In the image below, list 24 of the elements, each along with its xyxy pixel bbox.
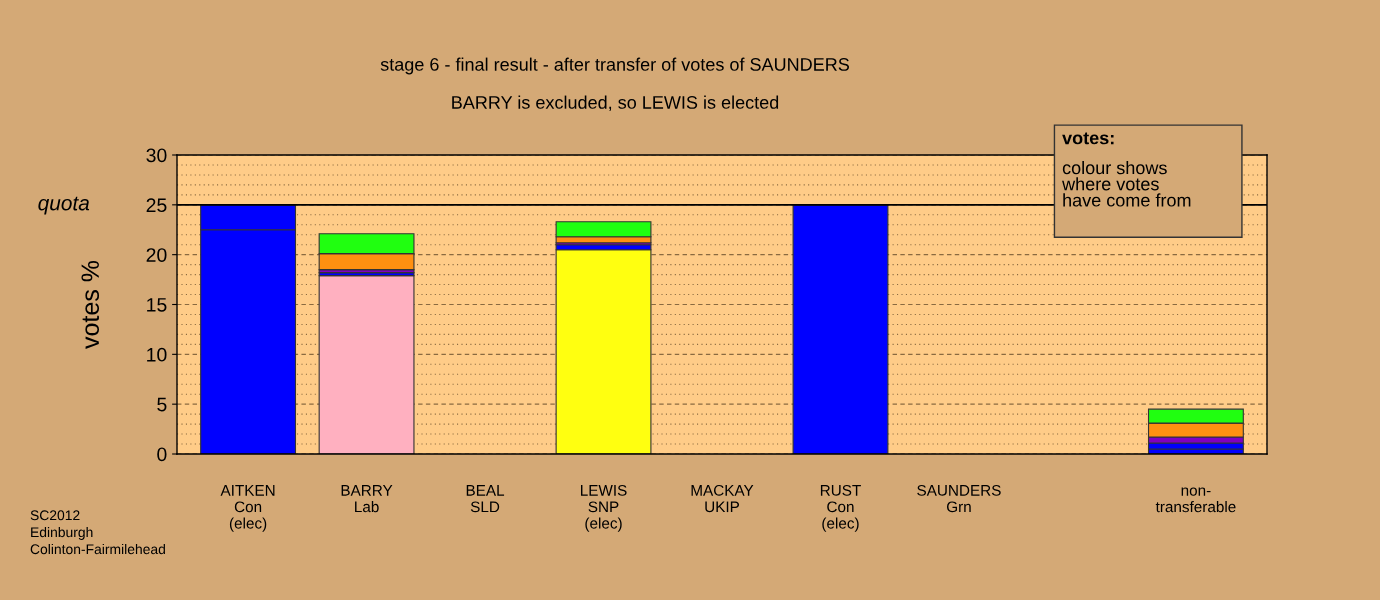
annotation: votes: colour shows where votes have come from <box>1062 132 1191 207</box>
x-tick-label: AITKEN Con (elec) <box>220 485 275 532</box>
ref-line-label: quota <box>38 196 90 215</box>
y-tick-label: 25 <box>146 198 167 213</box>
x-tick-label: RUST Con (elec) <box>820 484 861 532</box>
x-tick-label: BARRY Lab <box>341 485 393 513</box>
y-tick-label: 5 <box>157 397 167 412</box>
y-tick-label: 30 <box>146 148 167 163</box>
x-tick-label: MACKAY UKIP <box>691 484 754 513</box>
x-tick-label: SAUNDERS Grn <box>917 484 1001 513</box>
chart-subtitle: BARRY is excluded, so LEWIS is elected <box>452 95 779 111</box>
y-tick-label: 10 <box>147 347 167 362</box>
bar <box>318 275 415 454</box>
bar <box>555 249 652 454</box>
bar <box>792 204 889 454</box>
y-tick-label: 20 <box>146 248 167 262</box>
x-tick-label: BEAL SLD <box>466 485 505 513</box>
y-axis-title: votes % <box>81 260 100 349</box>
x-tick-label: LEWIS SNP (elec) <box>581 484 627 532</box>
y-tick-label: 0 <box>157 447 167 462</box>
text: SC2012 Edinburgh Colinton-Fairmilehead <box>30 510 165 555</box>
y-tick-label: 15 <box>147 298 167 312</box>
x-tick-label: non- transferable <box>1155 487 1236 513</box>
chart-title: stage 6 - final result - after transfer of votes of SAUNDERS <box>380 57 849 75</box>
